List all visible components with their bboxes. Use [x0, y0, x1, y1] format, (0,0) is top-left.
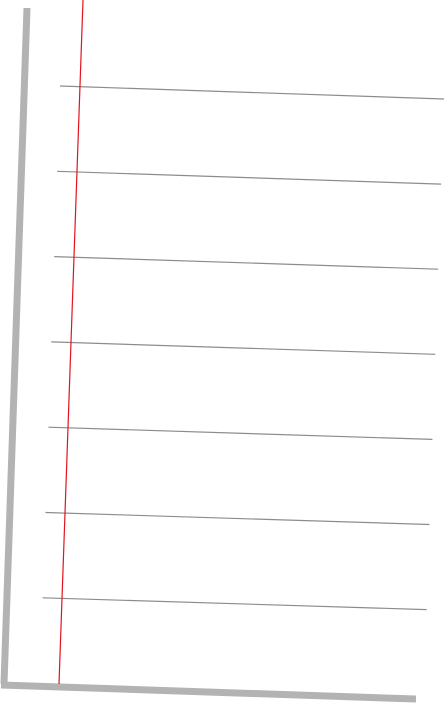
ruled-line — [45, 511, 430, 526]
red-margin-line — [58, 0, 84, 685]
ruled-line — [48, 426, 433, 440]
ruled-line — [51, 341, 436, 355]
ruled-line — [54, 256, 439, 270]
ruled-lines — [42, 85, 445, 611]
ruled-line — [42, 597, 427, 611]
paper-left-edge — [0, 7, 31, 685]
paper-bottom-edge — [0, 681, 417, 703]
ruled-line — [59, 85, 445, 100]
ruled-line — [57, 170, 442, 185]
